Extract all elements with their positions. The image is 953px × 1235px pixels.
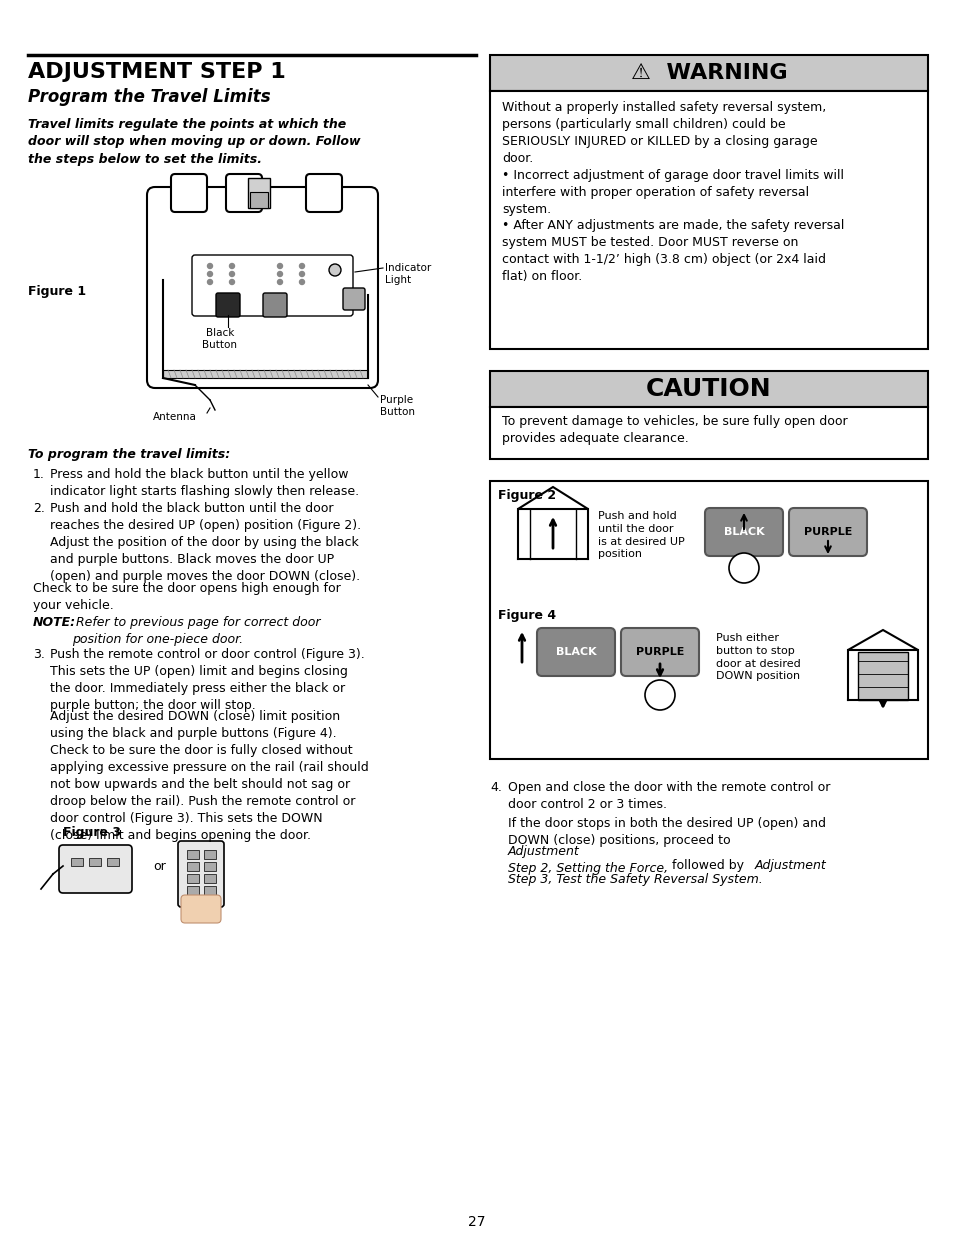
Text: Figure 3: Figure 3	[63, 826, 121, 839]
Circle shape	[277, 263, 282, 268]
Text: • Incorrect adjustment of garage door travel limits will
interfere with proper o: • Incorrect adjustment of garage door tr…	[501, 169, 843, 216]
Bar	[204, 874, 215, 883]
Text: CAUTION: CAUTION	[645, 377, 771, 401]
Text: 3.: 3.	[33, 648, 45, 661]
Bar	[163, 370, 368, 378]
Bar	[89, 858, 101, 866]
Text: If the door stops in both the desired UP (open) and
DOWN (close) positions, proc: If the door stops in both the desired UP…	[507, 818, 825, 847]
Bar	[490, 56, 927, 91]
Circle shape	[208, 279, 213, 284]
Text: Purple
Button: Purple Button	[379, 395, 415, 416]
FancyBboxPatch shape	[263, 293, 287, 317]
Bar	[204, 862, 215, 871]
Text: BLACK: BLACK	[555, 647, 596, 657]
Text: Antenna: Antenna	[152, 412, 196, 422]
Circle shape	[230, 263, 234, 268]
Text: PURPLE: PURPLE	[803, 527, 851, 537]
Text: 1.: 1.	[33, 468, 45, 480]
Polygon shape	[517, 487, 587, 509]
Text: Without a properly installed safety reversal system,
persons (particularly small: Without a properly installed safety reve…	[501, 101, 825, 165]
Text: Refer to previous page for correct door
position for one-piece door.: Refer to previous page for correct door …	[71, 616, 320, 646]
Text: ADJUSTMENT STEP 1: ADJUSTMENT STEP 1	[28, 62, 286, 82]
FancyBboxPatch shape	[788, 508, 866, 556]
FancyBboxPatch shape	[306, 174, 341, 212]
Circle shape	[299, 279, 304, 284]
Text: To program the travel limits:: To program the travel limits:	[28, 448, 230, 461]
Circle shape	[277, 279, 282, 284]
Bar	[490, 370, 927, 408]
FancyBboxPatch shape	[59, 845, 132, 893]
Circle shape	[299, 263, 304, 268]
Text: 4.: 4.	[490, 781, 501, 794]
Text: 27: 27	[468, 1215, 485, 1229]
Text: PURPLE: PURPLE	[635, 647, 683, 657]
Bar	[187, 885, 199, 895]
Text: 2.: 2.	[33, 501, 45, 515]
FancyBboxPatch shape	[226, 174, 262, 212]
Text: or: or	[152, 860, 166, 872]
Circle shape	[329, 264, 340, 275]
Bar	[187, 874, 199, 883]
Text: Push and hold the black button until the door
reaches the desired UP (open) posi: Push and hold the black button until the…	[50, 501, 361, 583]
Text: Check to be sure the door opens high enough for
your vehicle.: Check to be sure the door opens high eno…	[33, 582, 340, 613]
Bar	[490, 91, 927, 350]
FancyBboxPatch shape	[215, 293, 240, 317]
Bar	[248, 178, 270, 207]
Bar	[107, 858, 119, 866]
Text: Figure 2: Figure 2	[497, 489, 556, 501]
Text: Black
Button: Black Button	[202, 329, 237, 350]
Text: Figure 4: Figure 4	[497, 609, 556, 622]
Text: Push either
button to stop
door at desired
DOWN position: Push either button to stop door at desir…	[716, 634, 800, 682]
Circle shape	[644, 680, 675, 710]
Circle shape	[230, 279, 234, 284]
Text: followed by: followed by	[667, 860, 747, 872]
Text: Program the Travel Limits: Program the Travel Limits	[28, 88, 271, 106]
Bar	[250, 191, 268, 207]
Text: Press and hold the black button until the yellow
indicator light starts flashing: Press and hold the black button until th…	[50, 468, 358, 498]
Text: To prevent damage to vehicles, be sure fully open door
provides adequate clearan: To prevent damage to vehicles, be sure f…	[501, 415, 846, 445]
FancyBboxPatch shape	[343, 288, 365, 310]
Bar	[71, 858, 83, 866]
Text: Figure 1: Figure 1	[28, 285, 86, 298]
FancyBboxPatch shape	[537, 629, 615, 676]
Text: Travel limits regulate the points at which the
door will stop when moving up or : Travel limits regulate the points at whi…	[28, 119, 360, 165]
Text: ⚠  WARNING: ⚠ WARNING	[630, 63, 786, 83]
Circle shape	[299, 272, 304, 277]
Bar	[187, 850, 199, 860]
Text: Open and close the door with the remote control or
door control 2 or 3 times.: Open and close the door with the remote …	[507, 781, 829, 811]
FancyBboxPatch shape	[181, 895, 221, 923]
Text: Adjust the desired DOWN (close) limit position
using the black and purple button: Adjust the desired DOWN (close) limit po…	[50, 710, 369, 842]
Text: Push and hold
until the door
is at desired UP
position: Push and hold until the door is at desir…	[598, 511, 684, 559]
Bar	[490, 480, 927, 760]
Bar	[187, 862, 199, 871]
Text: Push the remote control or door control (Figure 3).
This sets the UP (open) limi: Push the remote control or door control …	[50, 648, 364, 713]
Text: NOTE:: NOTE:	[33, 616, 76, 629]
Bar	[204, 885, 215, 895]
Text: • After ANY adjustments are made, the safety reversal
system MUST be tested. Doo: • After ANY adjustments are made, the sa…	[501, 219, 843, 283]
FancyBboxPatch shape	[704, 508, 782, 556]
FancyBboxPatch shape	[192, 254, 353, 316]
Bar	[490, 408, 927, 459]
FancyBboxPatch shape	[178, 841, 224, 906]
Circle shape	[728, 553, 759, 583]
Bar	[204, 850, 215, 860]
FancyBboxPatch shape	[620, 629, 699, 676]
Circle shape	[208, 263, 213, 268]
Text: Adjustment
Step 2, Setting the Force,: Adjustment Step 2, Setting the Force,	[507, 845, 667, 876]
Circle shape	[208, 272, 213, 277]
Circle shape	[277, 272, 282, 277]
FancyBboxPatch shape	[147, 186, 377, 388]
Circle shape	[230, 272, 234, 277]
Bar	[857, 652, 907, 700]
Polygon shape	[847, 630, 917, 650]
Text: BLACK: BLACK	[723, 527, 763, 537]
Text: Step 3, Test the Safety Reversal System.: Step 3, Test the Safety Reversal System.	[507, 873, 762, 885]
Text: Adjustment: Adjustment	[754, 860, 826, 872]
FancyBboxPatch shape	[171, 174, 207, 212]
Text: Indicator
Light: Indicator Light	[385, 263, 431, 284]
